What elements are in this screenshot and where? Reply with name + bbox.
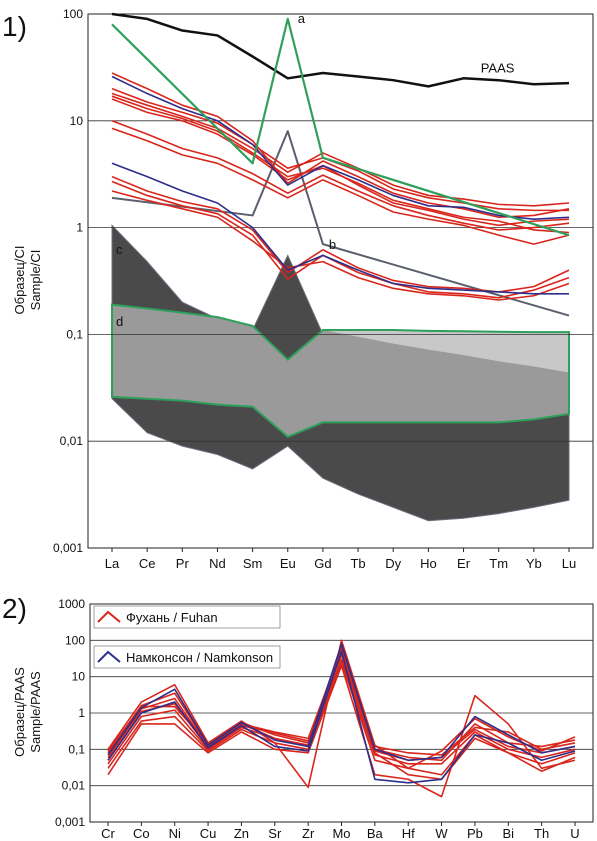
x-tick-label: W	[435, 826, 448, 841]
fuhan-line-7	[111, 127, 570, 245]
panel-2-y-axis-label: Образец/PAAS Sample/PAAS	[12, 667, 43, 757]
y-tick-label: 0,001	[53, 541, 83, 555]
annotation-c: c	[116, 242, 123, 257]
x-tick-label: Er	[457, 556, 471, 571]
x-tick-label: Co	[133, 826, 150, 841]
x-tick-label: Sr	[268, 826, 282, 841]
x-tick-label: Eu	[280, 556, 296, 571]
legend-box-1	[93, 605, 281, 629]
x-tick-label: Hf	[402, 826, 415, 841]
fuhan-line-5	[111, 98, 570, 227]
x-tick-label: Nd	[209, 556, 226, 571]
line-b	[111, 130, 570, 317]
x-tick-label: U	[570, 826, 579, 841]
fuhan-line-5	[107, 658, 576, 765]
legend-label-2: Намконсон / Namkonson	[126, 650, 273, 665]
panel-1-y-axis-label: Образец/CI Sample/CI	[12, 246, 43, 315]
legend-swatch-1	[97, 610, 121, 623]
panel-2-trace-chart: 2) Образец/PAAS Sample/PAAS 1000 100 10 1 0,…	[2, 593, 594, 841]
line-a	[111, 17, 570, 237]
annotation-a: a	[298, 11, 306, 26]
paas-line	[111, 12, 570, 88]
panel-1-ree-chart: 1) Образец/CI Sample/CI 100 10 1 0,1 0,01 0,0…	[2, 7, 594, 571]
area-d-light-band	[322, 329, 569, 373]
y-tick-label: 0,01	[60, 434, 84, 448]
legend-box-2	[93, 645, 281, 669]
y-tick-label: 1	[76, 221, 83, 235]
y-tick-label: 10	[70, 114, 84, 128]
panel-2-ylabel-line-1: Образец/PAAS	[12, 667, 27, 757]
fuhan-line-6	[107, 661, 576, 776]
legend-label-1: Фухань / Fuhan	[126, 610, 218, 625]
namkonson-line-1	[107, 643, 576, 762]
x-tick-label: Sm	[243, 556, 263, 571]
fuhan-line-9	[111, 180, 570, 299]
x-tick-label: Zn	[234, 826, 249, 841]
x-tick-label: Gd	[314, 556, 331, 571]
panel-2-ylabel-line-2: Sample/PAAS	[28, 671, 43, 753]
x-tick-label: Yb	[526, 556, 542, 571]
namkonson-line-2	[111, 162, 569, 295]
x-tick-label: Dy	[385, 556, 401, 571]
namkonson-line-1	[111, 75, 570, 220]
y-tick-label: 0,1	[68, 742, 85, 756]
x-tick-label: Cu	[200, 826, 217, 841]
fuhan-line-6	[111, 120, 570, 231]
x-tick-label: La	[105, 556, 120, 571]
y-tick-label: 1000	[58, 597, 85, 611]
x-tick-label: Cr	[101, 826, 115, 841]
fuhan-line-8	[107, 647, 576, 781]
fuhan-line-1	[111, 72, 570, 219]
annotation-b: b	[329, 237, 336, 252]
x-tick-label: Pb	[467, 826, 483, 841]
namkonson-line-2	[107, 650, 576, 784]
panel-2-label: 2)	[2, 593, 27, 624]
fuhan-line-10	[111, 190, 570, 301]
y-tick-label: 0,1	[66, 327, 83, 341]
y-tick-label: 10	[72, 670, 86, 684]
x-tick-label: Ho	[420, 556, 437, 571]
x-tick-label: Ba	[367, 826, 384, 841]
x-tick-label: Zr	[302, 826, 315, 841]
y-tick-label: 0,01	[62, 779, 86, 793]
x-tick-label: Tb	[350, 556, 365, 571]
x-tick-label: Ce	[139, 556, 156, 571]
legend-swatch-2	[97, 650, 121, 663]
y-tick-label: 1	[78, 706, 85, 720]
fuhan-line-7	[107, 664, 576, 798]
fuhan-line-3	[111, 92, 570, 207]
panel-1-ylabel-line-1: Образец/CI	[12, 246, 27, 315]
area-d-outline	[111, 303, 570, 438]
annotation-paas: PAAS	[481, 60, 515, 75]
y-tick-label: 100	[65, 633, 85, 647]
x-tick-label: Lu	[562, 556, 576, 571]
y-tick-label: 100	[63, 7, 83, 21]
x-tick-label: Ni	[169, 826, 181, 841]
x-tick-label: Th	[534, 826, 549, 841]
x-tick-label: Mo	[332, 826, 350, 841]
x-tick-label: Tm	[489, 556, 508, 571]
x-tick-label: Bi	[503, 826, 515, 841]
annotation-d: d	[116, 314, 123, 329]
y-tick-label: 0,001	[55, 815, 85, 829]
x-tick-label: Pr	[176, 556, 190, 571]
panel-1-ylabel-line-2: Sample/CI	[28, 250, 43, 311]
panel-1-label: 1)	[2, 11, 27, 42]
